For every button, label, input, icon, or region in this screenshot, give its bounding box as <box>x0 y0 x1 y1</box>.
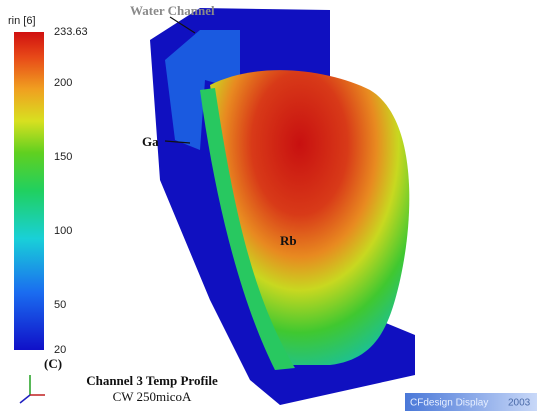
axis-triad <box>20 375 45 403</box>
legend-title: rin [6] <box>8 15 36 27</box>
watermark-year: 2003 <box>508 398 531 409</box>
legend-tick: 20 <box>54 344 66 356</box>
figure-tag: (C) <box>44 356 62 371</box>
watermark-product: CFdesign Display <box>410 398 488 409</box>
color-bar <box>14 32 44 350</box>
legend-tick: 150 <box>54 151 72 163</box>
figure-title: Channel 3 Temp Profile <box>86 373 218 388</box>
label-ga: Ga <box>142 134 159 149</box>
label-water-channel: Water Channel <box>130 3 215 18</box>
legend-tick: 50 <box>54 299 66 311</box>
screenshot: rin [6] 233.63 200 150 100 50 20 Water C… <box>0 0 537 411</box>
label-rb: Rb <box>280 233 297 248</box>
legend-tick: 233.63 <box>54 26 88 38</box>
legend-tick: 200 <box>54 77 72 89</box>
legend-tick: 100 <box>54 225 72 237</box>
figure-subtitle: CW 250micoA <box>113 389 192 404</box>
